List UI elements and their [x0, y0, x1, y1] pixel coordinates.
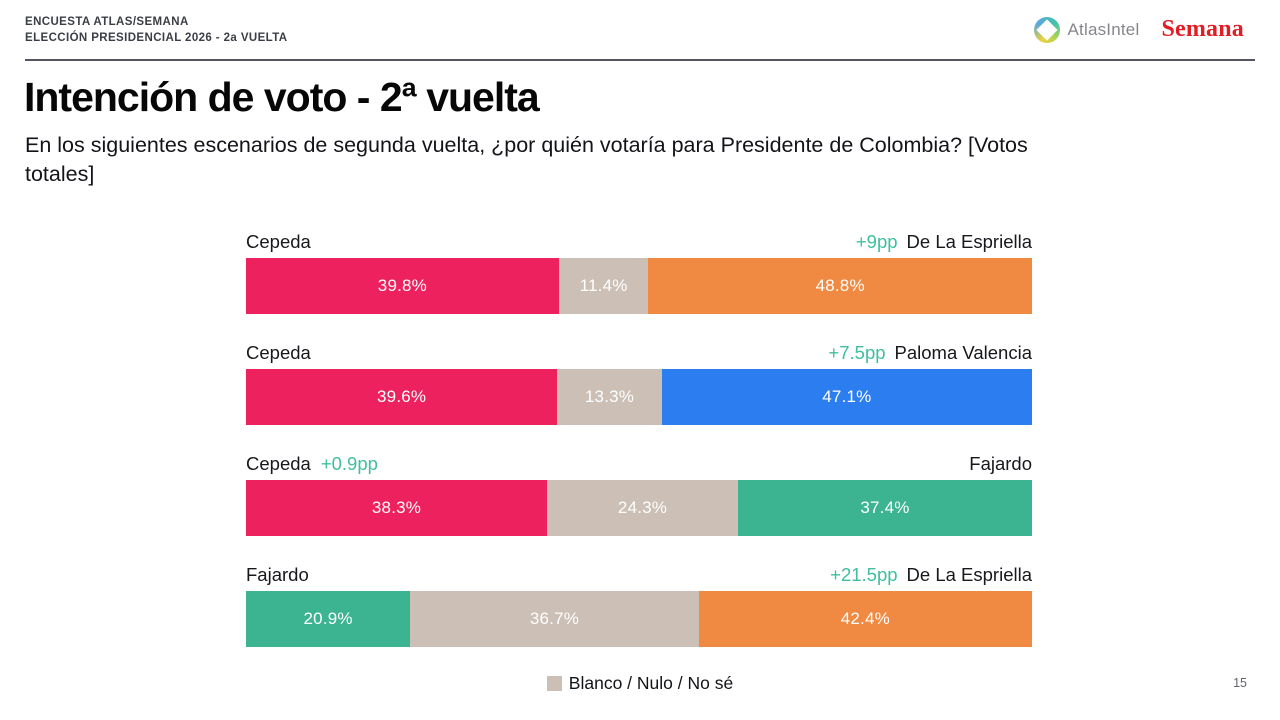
bar-segment-teal: 20.9%: [246, 591, 411, 647]
bar-segment-taupe: 13.3%: [557, 369, 662, 425]
page-number: 15: [1233, 676, 1247, 690]
bar-segment-pink: 39.6%: [246, 369, 558, 425]
chart-legend: Blanco / Nulo / No sé: [0, 673, 1280, 694]
candidate-label-left: Cepeda: [246, 342, 311, 364]
bar-segment-pink: 39.8%: [246, 258, 559, 314]
atlasintel-logo-text: AtlasIntel: [1067, 19, 1140, 39]
stacked-bar: 20.9% 36.7% 42.4%: [246, 591, 1032, 647]
segment-value-label: 13.3%: [584, 387, 635, 406]
candidate-name-left: Cepeda: [246, 342, 311, 363]
scenario-row: Cepeda +7.5pp Paloma Valencia 39.6% 13.3%…: [246, 342, 1032, 425]
scenario-labels: Cepeda +0.9pp Fajardo: [246, 453, 1032, 475]
bar-segment-blue: 47.1%: [661, 369, 1032, 425]
legend-color-swatch: [546, 676, 562, 691]
lead-pp-left: +0.9pp: [320, 453, 378, 474]
candidate-name-right: Fajardo: [969, 453, 1032, 474]
segment-value-label: 36.7%: [529, 609, 580, 628]
candidate-name-right: De La Espriella: [906, 564, 1032, 585]
segment-value-label: 11.4%: [579, 276, 628, 295]
candidate-label-right: +21.5pp De La Espriella: [830, 564, 1032, 586]
segment-value-label: 42.4%: [840, 609, 890, 628]
stacked-bar: 38.3% 24.3% 37.4%: [246, 480, 1032, 536]
scenario-row: Cepeda +0.9pp Fajardo 38.3% 24.3% 37.4%: [246, 453, 1032, 536]
candidate-label-left: Cepeda: [246, 231, 311, 253]
stacked-bar: 39.6% 13.3% 47.1%: [246, 369, 1032, 425]
candidate-name-right: Paloma Valencia: [894, 342, 1032, 363]
bar-segment-orange: 42.4%: [698, 591, 1032, 647]
candidate-label-left: Cepeda +0.9pp: [246, 453, 378, 475]
lead-pp-right: +7.5pp: [828, 342, 886, 363]
scenario-labels: Cepeda +9pp De La Espriella: [246, 231, 1032, 253]
bar-segment-taupe: 36.7%: [410, 591, 699, 647]
scenario-labels: Cepeda +7.5pp Paloma Valencia: [246, 342, 1032, 364]
report-kicker: ENCUESTA ATLAS/SEMANA ELECCIÓN PRESIDENC…: [25, 14, 288, 46]
segment-value-label: 39.6%: [377, 387, 427, 406]
candidate-name-left: Fajardo: [246, 564, 309, 585]
atlasintel-logo: AtlasIntel: [1033, 16, 1140, 43]
segment-value-label: 47.1%: [822, 387, 872, 406]
bar-segment-pink: 38.3%: [246, 480, 548, 536]
segment-value-label: 39.8%: [377, 276, 427, 295]
logo-bar: AtlasIntel Semana: [1033, 16, 1244, 43]
candidate-label-right: +9pp De La Espriella: [856, 231, 1032, 253]
segment-value-label: 24.3%: [617, 498, 668, 517]
lead-pp-right: +21.5pp: [830, 564, 898, 585]
candidate-label-right: +7.5pp Paloma Valencia: [828, 342, 1032, 364]
bar-segment-orange: 48.8%: [648, 258, 1032, 314]
bar-segment-taupe: 24.3%: [547, 480, 739, 536]
stacked-bar-chart: Cepeda +9pp De La Espriella 39.8% 11.4% 48…: [246, 231, 1032, 675]
stacked-bar: 39.8% 11.4% 48.8%: [246, 258, 1032, 314]
candidate-name-left: Cepeda: [246, 231, 311, 252]
bar-segment-taupe: 11.4%: [558, 258, 649, 314]
segment-value-label: 20.9%: [303, 609, 353, 628]
page-subtitle: En los siguientes escenarios de segunda …: [25, 133, 1028, 186]
kicker-line-1: ENCUESTA ATLAS/SEMANA: [25, 16, 189, 28]
scenario-labels: Fajardo +21.5pp De La Espriella: [246, 564, 1032, 586]
bar-segment-teal: 37.4%: [738, 480, 1032, 536]
segment-value-label: 38.3%: [371, 498, 422, 517]
kicker-line-2: ELECCIÓN PRESIDENCIAL 2026 - 2a VUELTA: [25, 32, 288, 44]
scenario-row: Cepeda +9pp De La Espriella 39.8% 11.4% 48…: [246, 231, 1032, 314]
segment-value-label: 37.4%: [860, 498, 910, 517]
page-title: Intención de voto - 2ª vuelta: [24, 74, 540, 120]
semana-logo-text: Semana: [1161, 16, 1244, 42]
scenario-row: Fajardo +21.5pp De La Espriella 20.9% 36.…: [246, 564, 1032, 647]
candidate-label-right: Fajardo: [969, 453, 1032, 475]
header-divider: [25, 59, 1255, 61]
candidate-name-right: De La Espriella: [906, 231, 1032, 252]
candidate-label-left: Fajardo: [246, 564, 309, 586]
segment-value-label: 48.8%: [815, 276, 865, 295]
legend-label: Blanco / Nulo / No sé: [568, 673, 734, 693]
candidate-name-left: Cepeda: [246, 453, 311, 474]
atlasintel-diamond-icon: [1033, 16, 1060, 43]
lead-pp-right: +9pp: [855, 231, 898, 252]
